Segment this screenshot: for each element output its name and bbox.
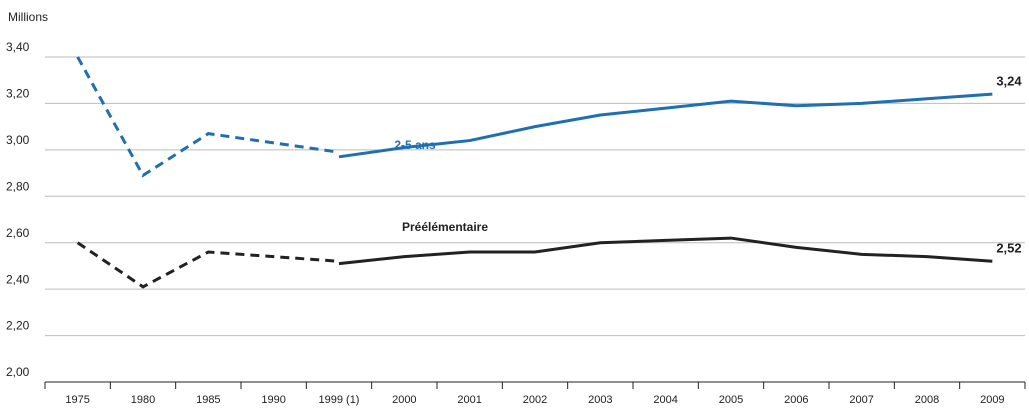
x-tick-label: 2009 [980, 394, 1004, 406]
x-tick-label: 2000 [392, 394, 416, 406]
y-tick-label: 2,80 [6, 179, 30, 193]
y-tick-label: 3,40 [6, 40, 30, 54]
y-tick-label: 2,00 [6, 365, 30, 379]
value-label: 2,52 [996, 241, 1021, 256]
x-tick-label: 2004 [653, 394, 677, 406]
series-line [338, 236, 993, 266]
x-tick-label: 2008 [915, 394, 939, 406]
x-tick-label: 1975 [65, 394, 89, 406]
x-tick-label: 2005 [719, 394, 743, 406]
series-line [76, 56, 340, 178]
x-tick-label: 1999 (1) [319, 394, 360, 406]
series-label: 2-5 ans [394, 138, 436, 152]
x-tick-label: 2007 [849, 394, 873, 406]
series-label: Préélémentaire [402, 220, 488, 234]
x-tick-label: 2001 [457, 394, 481, 406]
y-tick-label: 3,20 [6, 87, 30, 101]
y-tick-label: 2,60 [6, 226, 30, 240]
series-line [76, 241, 340, 289]
y-tick-label: 2,20 [6, 319, 30, 333]
x-tick-label: 1980 [131, 394, 155, 406]
y-tick-label: 2,40 [6, 272, 30, 286]
x-tick-label: 1990 [261, 394, 285, 406]
y-axis-label: Millions [8, 10, 48, 24]
x-tick-label: 2002 [523, 394, 547, 406]
x-tick-label: 1985 [196, 394, 220, 406]
x-tick-label: 2003 [588, 394, 612, 406]
x-tick-label: 2006 [784, 394, 808, 406]
series-line [338, 92, 993, 159]
y-tick-label: 3,00 [6, 133, 30, 147]
value-label: 3,24 [996, 74, 1022, 89]
